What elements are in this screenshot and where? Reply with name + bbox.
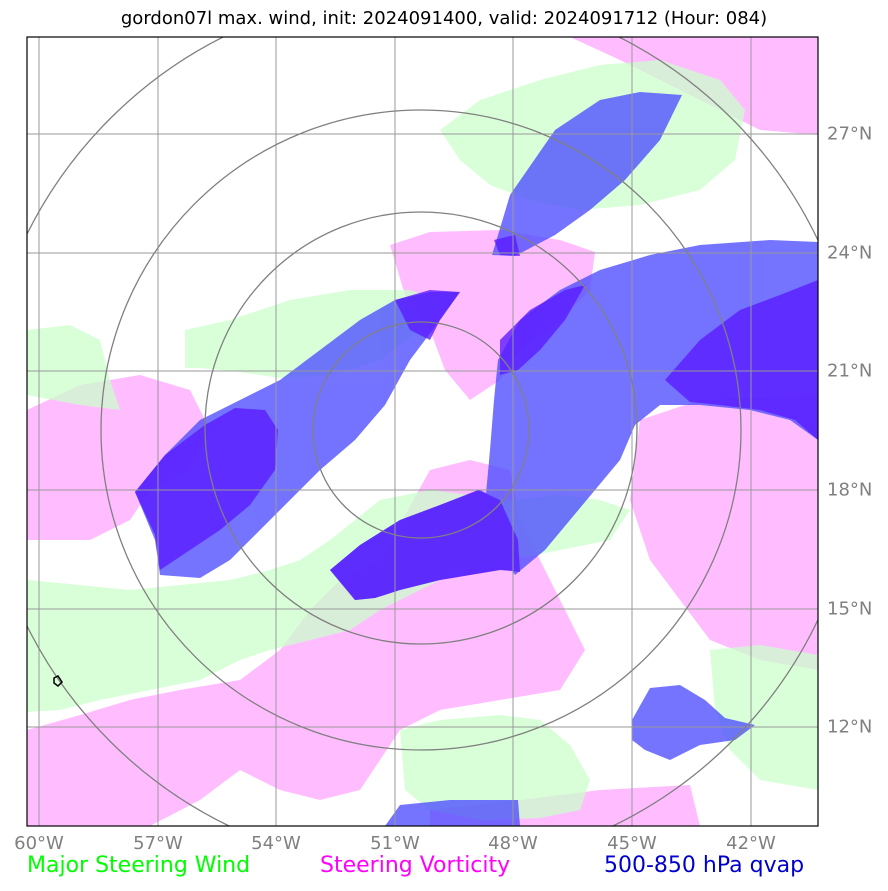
range-rings	[27, 37, 818, 826]
legend-steering-vorticity: Steering Vorticity	[320, 853, 511, 878]
legend-qvap: 500-850 hPa qvap	[604, 853, 805, 878]
lat-label: 12°N	[827, 716, 873, 738]
lat-label: 24°N	[827, 242, 873, 264]
lat-label: 27°N	[827, 123, 873, 145]
legend-steering-wind: Major Steering Wind	[27, 853, 251, 878]
lat-label: 15°N	[827, 598, 873, 620]
qvap-core-layer	[135, 235, 818, 600]
lat-label: 18°N	[827, 479, 873, 501]
lon-label: 45°W	[607, 833, 657, 854]
lon-label: 60°W	[14, 833, 64, 854]
lon-label: 51°W	[370, 833, 420, 854]
lon-label: 57°W	[133, 833, 183, 854]
lon-label: 54°W	[251, 833, 301, 854]
island-outline	[53, 675, 63, 687]
graticule	[27, 37, 818, 826]
plot-frame	[26, 36, 819, 827]
map-title: gordon07l max. wind, init: 2024091400, v…	[120, 8, 768, 29]
lat-label: 21°N	[827, 360, 873, 382]
lon-label: 42°W	[726, 833, 776, 854]
lon-label: 48°W	[488, 833, 538, 854]
